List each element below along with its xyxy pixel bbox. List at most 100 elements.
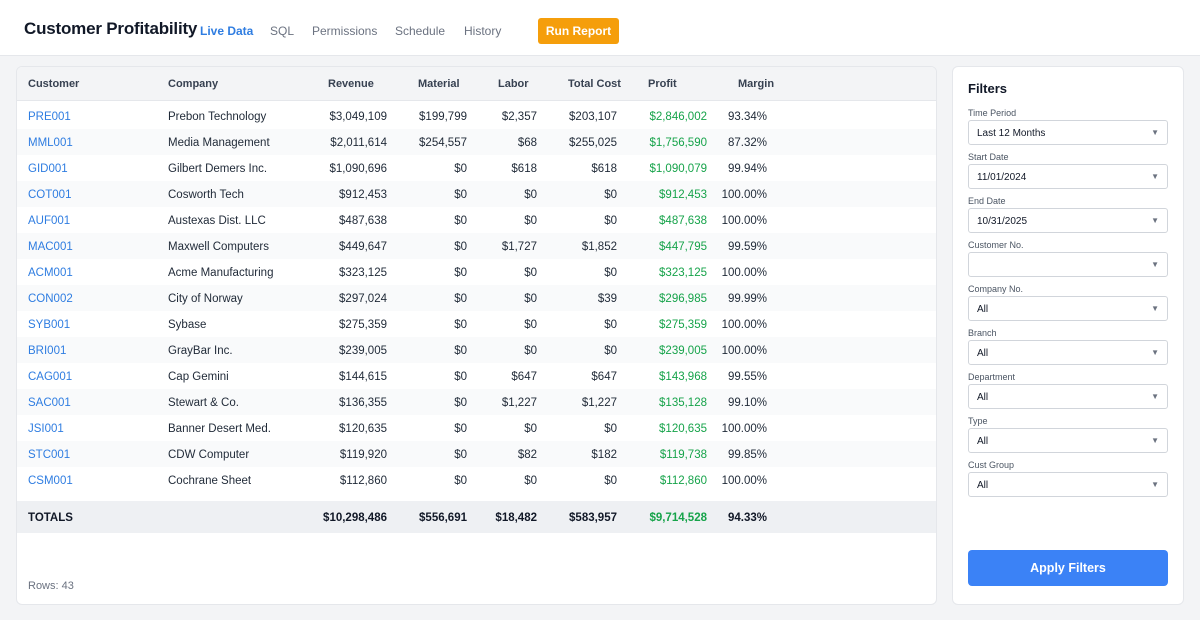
cell-profit: $447,795 bbox=[659, 241, 707, 253]
cell-company: Gilbert Demers Inc. bbox=[168, 163, 268, 175]
cell-total-cost: $618 bbox=[591, 163, 617, 175]
filter-select-customer-no[interactable]: ▼ bbox=[968, 252, 1168, 277]
table-row[interactable]: AUF001 Austexas Dist. LLC $487,638 $0 $0 $0 $4… bbox=[17, 207, 936, 233]
cell-customer[interactable]: CON002 bbox=[28, 293, 73, 305]
totals-margin: 94.33% bbox=[727, 512, 767, 524]
tab-sql[interactable]: SQL bbox=[270, 24, 295, 38]
filter-select-type[interactable]: All ▼ bbox=[968, 428, 1168, 453]
table-row[interactable]: JSI001 Banner Desert Med. $120,635 $0 $0 $0 $1… bbox=[17, 415, 936, 441]
cell-revenue: $1,090,696 bbox=[329, 163, 387, 175]
table-row[interactable]: CON002 City of Norway $297,024 $0 $0 $39 $296,… bbox=[17, 285, 936, 311]
filter-value: Last 12 Months bbox=[977, 128, 1046, 139]
cell-labor: $0 bbox=[524, 423, 537, 435]
cell-company: Banner Desert Med. bbox=[168, 423, 271, 435]
tab-live-data[interactable]: Live Data bbox=[200, 24, 254, 38]
table-row[interactable]: COT001 Cosworth Tech $912,453 $0 $0 $0 $912,45… bbox=[17, 181, 936, 207]
cell-material: $0 bbox=[454, 215, 467, 227]
table-row[interactable]: CSM001 Cochrane Sheet $112,860 $0 $0 $0 $112,8… bbox=[17, 467, 936, 493]
cell-customer[interactable]: SYB001 bbox=[28, 319, 71, 331]
cell-customer[interactable]: STC001 bbox=[28, 449, 71, 461]
cell-revenue: $2,011,614 bbox=[330, 137, 387, 149]
cell-revenue: $136,355 bbox=[339, 397, 387, 409]
cell-total-cost: $0 bbox=[604, 319, 617, 331]
cell-total-cost: $0 bbox=[604, 423, 617, 435]
cell-total-cost: $0 bbox=[604, 475, 617, 487]
filter-value: All bbox=[977, 304, 989, 315]
run-report-button[interactable]: Run Report bbox=[538, 18, 619, 44]
filter-select-branch[interactable]: All ▼ bbox=[968, 340, 1168, 365]
cell-customer[interactable]: MML001 bbox=[28, 137, 73, 149]
cell-margin: 100.00% bbox=[721, 319, 767, 331]
cell-margin: 100.00% bbox=[721, 267, 767, 279]
row-count: Rows: 43 bbox=[28, 580, 74, 592]
cell-material: $0 bbox=[454, 293, 467, 305]
filter-value: All bbox=[977, 436, 989, 447]
cell-customer[interactable]: CAG001 bbox=[28, 371, 73, 383]
cell-labor: $1,727 bbox=[501, 241, 537, 253]
tab-permissions[interactable]: Permissions bbox=[312, 24, 378, 38]
filter-label-time-period: Time Period bbox=[968, 108, 1017, 118]
table-row[interactable]: BRI001 GrayBar Inc. $239,005 $0 $0 $0 $239,005… bbox=[17, 337, 936, 363]
table-row[interactable]: ACM001 Acme Manufacturing $323,125 $0 $0 $0 $3… bbox=[17, 259, 936, 285]
cell-customer[interactable]: JSI001 bbox=[28, 423, 64, 435]
column-header-company[interactable]: Company bbox=[168, 78, 219, 90]
cell-revenue: $323,125 bbox=[339, 267, 387, 279]
table-row[interactable]: PRE001 Prebon Technology $3,049,109 $199,79… bbox=[17, 103, 936, 129]
table-row[interactable]: GID001 Gilbert Demers Inc. $1,090,696 $0 $61… bbox=[17, 155, 936, 181]
cell-customer[interactable]: AUF001 bbox=[28, 215, 71, 227]
table-row[interactable]: STC001 CDW Computer $119,920 $0 $82 $182 $119,… bbox=[17, 441, 936, 467]
cell-material: $0 bbox=[454, 345, 467, 357]
column-header-labor[interactable]: Labor bbox=[498, 78, 529, 90]
cell-company: City of Norway bbox=[168, 293, 243, 305]
cell-company: Stewart & Co. bbox=[168, 397, 239, 409]
table-row[interactable]: SAC001 Stewart & Co. $136,355 $0 $1,227 $1,22… bbox=[17, 389, 936, 415]
cell-profit: $275,359 bbox=[659, 319, 707, 331]
cell-customer[interactable]: COT001 bbox=[28, 189, 72, 201]
cell-margin: 99.59% bbox=[727, 241, 767, 253]
cell-customer[interactable]: PRE001 bbox=[28, 111, 71, 123]
tab-schedule[interactable]: Schedule bbox=[395, 24, 446, 38]
column-header-customer[interactable]: Customer bbox=[28, 78, 80, 90]
cell-customer[interactable]: ACM001 bbox=[28, 267, 73, 279]
cell-customer[interactable]: BRI001 bbox=[28, 345, 67, 357]
column-header-total-cost[interactable]: Total Cost bbox=[568, 78, 621, 90]
cell-customer[interactable]: GID001 bbox=[28, 163, 68, 175]
filter-select-start-date[interactable]: 11/01/2024 ▼ bbox=[968, 164, 1168, 189]
filter-select-time-period[interactable]: Last 12 Months ▼ bbox=[968, 120, 1168, 145]
tab-history[interactable]: History bbox=[464, 24, 502, 38]
cell-company: Austexas Dist. LLC bbox=[168, 215, 266, 227]
cell-customer[interactable]: SAC001 bbox=[28, 397, 71, 409]
table-row[interactable]: CAG001 Cap Gemini $144,615 $0 $647 $647 $143,9… bbox=[17, 363, 936, 389]
cell-material: $254,557 bbox=[419, 137, 467, 149]
table-row[interactable]: MAC001 Maxwell Computers $449,647 $0 $1,727 $… bbox=[17, 233, 936, 259]
filter-select-cust-group[interactable]: All ▼ bbox=[968, 472, 1168, 497]
filter-select-department[interactable]: All ▼ bbox=[968, 384, 1168, 409]
filter-label-start-date: Start Date bbox=[968, 152, 1009, 162]
column-header-revenue[interactable]: Revenue bbox=[328, 78, 374, 90]
cell-revenue: $3,049,109 bbox=[329, 111, 387, 123]
caret-down-icon: ▼ bbox=[1151, 304, 1159, 313]
filter-select-end-date[interactable]: 10/31/2025 ▼ bbox=[968, 208, 1168, 233]
table-row[interactable]: SYB001 Sybase $275,359 $0 $0 $0 $275,359 100.00… bbox=[17, 311, 936, 337]
caret-down-icon: ▼ bbox=[1151, 172, 1159, 181]
cell-margin: 99.10% bbox=[727, 397, 767, 409]
filters-title: Filters bbox=[968, 81, 1008, 96]
table-row[interactable]: MML001 Media Management $2,011,614 $254,557… bbox=[17, 129, 936, 155]
column-header-material[interactable]: Material bbox=[418, 78, 460, 90]
totals-label: TOTALS bbox=[28, 512, 73, 524]
cell-customer[interactable]: MAC001 bbox=[28, 241, 73, 253]
cell-margin: 100.00% bbox=[721, 189, 767, 201]
column-header-margin[interactable]: Margin bbox=[738, 78, 775, 90]
cell-total-cost: $1,852 bbox=[581, 241, 617, 253]
cell-margin: 99.55% bbox=[727, 371, 767, 383]
cell-customer[interactable]: CSM001 bbox=[28, 475, 73, 487]
filter-label-end-date: End Date bbox=[968, 196, 1006, 206]
cell-labor: $0 bbox=[524, 189, 537, 201]
apply-filters-button[interactable]: Apply Filters bbox=[968, 550, 1168, 586]
cell-material: $0 bbox=[454, 475, 467, 487]
column-header-profit[interactable]: Profit bbox=[648, 78, 677, 90]
cell-company: Cosworth Tech bbox=[168, 189, 244, 201]
filter-label-cust-group: Cust Group bbox=[968, 460, 1015, 470]
cell-material: $0 bbox=[454, 267, 467, 279]
filter-select-company-no[interactable]: All ▼ bbox=[968, 296, 1168, 321]
